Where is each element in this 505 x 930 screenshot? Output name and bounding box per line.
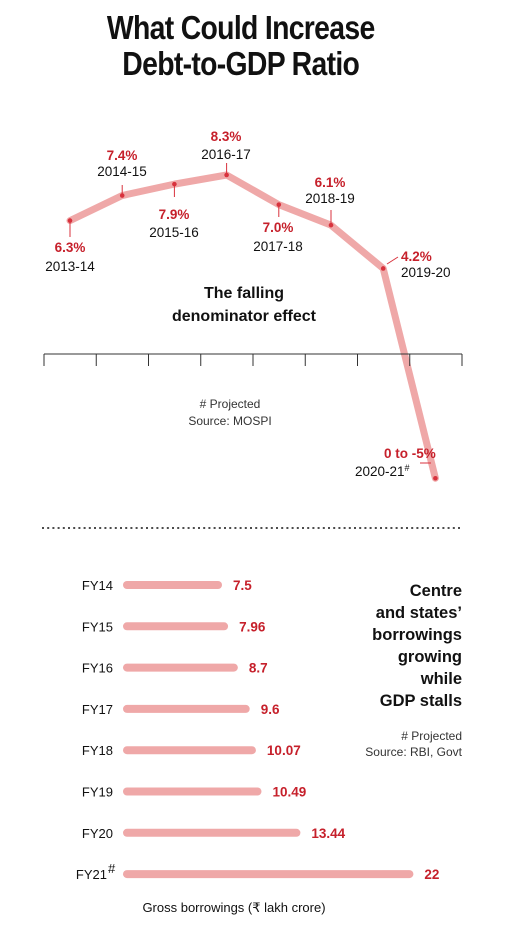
category-label-FY16: FY16 xyxy=(82,661,113,676)
line-note-projected: # Projected xyxy=(200,397,261,411)
bar-FY18 xyxy=(123,746,256,755)
bar-FY21 xyxy=(123,870,414,879)
line-point-2019-20 xyxy=(380,266,386,271)
bar-FY17 xyxy=(123,704,250,713)
year-label-2017-18: 2017-18 xyxy=(253,239,303,254)
value-label-2015-16: 7.9% xyxy=(159,207,190,222)
category-label-FY17: FY17 xyxy=(82,702,113,717)
value-label-2020-21: 0 to -5% xyxy=(384,446,436,461)
line-point-2020-21 xyxy=(433,475,438,481)
side-title-line-3: borrowings xyxy=(372,626,462,644)
category-label-FY15: FY15 xyxy=(82,619,113,634)
chart-title: What Could Increase Debt-to-GDP Ratio xyxy=(32,10,466,82)
value-label-2014-15: 7.4% xyxy=(107,148,138,163)
category-label-FY20: FY20 xyxy=(82,826,113,841)
side-title-line-2: and states’ xyxy=(376,604,462,622)
value-label-2013-14: 6.3% xyxy=(55,240,86,255)
bar-value-FY21: 22 xyxy=(424,867,439,882)
year-label-2013-14: 2013-14 xyxy=(45,259,95,274)
annotation-line-1: The falling xyxy=(204,285,284,302)
bar-chart: FY14 7.5 FY15 7.96 FY16 8.7 FY17 9.6 FY18 10.07 FY… xyxy=(76,578,463,915)
value-label-2016-17: 8.3% xyxy=(211,129,242,144)
projected-marker: # xyxy=(108,861,116,876)
value-label-2018-19: 6.1% xyxy=(315,175,346,190)
bar-FY20 xyxy=(123,828,301,837)
bar-FY19 xyxy=(123,787,262,796)
line-chart: 6.3% 2013-14 7.4%2014-15 7.9% 2015-16 8.3% 201… xyxy=(43,129,463,482)
year-label-text: 2020-21 xyxy=(355,464,405,479)
year-label-2020-21: 2020-21# xyxy=(355,463,410,479)
bar-FY15 xyxy=(123,622,229,631)
year-label-2018-19: 2018-19 xyxy=(305,191,355,206)
bar-value-FY17: 9.6 xyxy=(261,702,280,717)
bar-value-FY20: 13.44 xyxy=(311,826,345,841)
bar-value-FY18: 10.07 xyxy=(267,743,301,758)
value-label-2019-20: 4.2% xyxy=(401,249,432,264)
bar-FY14 xyxy=(123,581,222,589)
annotation-line-2: denominator effect xyxy=(172,308,317,325)
bar-note-source: Source: RBI, Govt xyxy=(365,745,462,759)
bar-FY16 xyxy=(123,663,238,672)
year-label-2014-15: 2014-15 xyxy=(97,164,147,179)
side-title-line-1: Centre xyxy=(410,582,462,600)
projected-marker: # xyxy=(405,463,410,473)
side-title-line-5: while xyxy=(420,670,462,688)
bar-value-FY14: 7.5 xyxy=(233,578,252,593)
category-label-FY18: FY18 xyxy=(82,743,113,758)
category-label-FY19: FY19 xyxy=(82,785,113,800)
category-label-FY21: FY21 xyxy=(76,867,107,882)
chart-title-line-2: Debt-to-GDP Ratio xyxy=(122,45,360,82)
side-title-line-4: growing xyxy=(398,648,462,666)
line-series-gdp-growth xyxy=(66,171,439,482)
year-label-2015-16: 2015-16 xyxy=(149,225,199,240)
chart-title-line-1: What Could Increase xyxy=(106,9,375,46)
leader-line-2019-20 xyxy=(386,256,399,265)
value-label-2017-18: 7.0% xyxy=(263,220,294,235)
line-note-source: Source: MOSPI xyxy=(188,414,271,428)
bar-note-projected: # Projected xyxy=(401,729,462,743)
bar-value-FY16: 8.7 xyxy=(249,661,268,676)
bar-value-FY19: 10.49 xyxy=(272,785,306,800)
side-title-line-6: GDP stalls xyxy=(380,692,462,710)
category-label-FY14: FY14 xyxy=(82,578,113,593)
x-axis-label: Gross borrowings (₹ lakh crore) xyxy=(142,900,325,915)
year-label-2016-17: 2016-17 xyxy=(201,147,251,162)
year-label-2019-20: 2019-20 xyxy=(401,265,451,280)
bar-value-FY15: 7.96 xyxy=(239,619,266,634)
